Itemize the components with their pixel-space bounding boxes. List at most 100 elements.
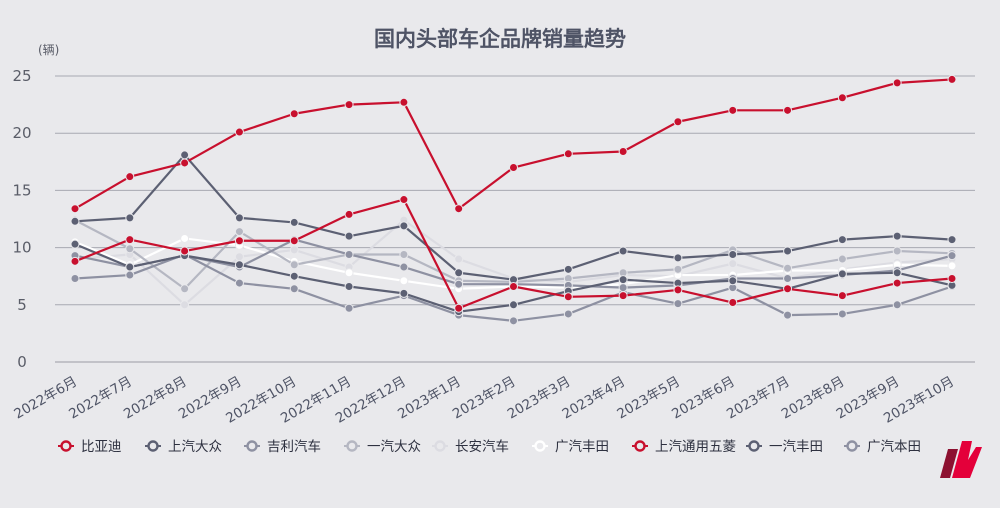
data-point	[70, 216, 80, 226]
data-point	[399, 97, 409, 107]
legend-label: 广汽丰田	[555, 439, 609, 455]
data-point	[180, 150, 190, 160]
data-point	[289, 236, 299, 246]
legend-marker	[60, 440, 72, 452]
data-point	[563, 149, 573, 159]
data-point	[783, 263, 793, 273]
data-point	[344, 249, 354, 259]
data-point	[289, 217, 299, 227]
data-point	[509, 300, 518, 310]
y-tick-label: 25	[12, 67, 31, 85]
data-point	[180, 158, 190, 168]
y-axis-ticks: 0 5 10 15 20 25	[12, 67, 31, 371]
data-point	[399, 288, 409, 298]
y-tick-label: 20	[12, 124, 31, 142]
legend-item: 广汽丰田	[532, 439, 609, 455]
data-point	[125, 172, 135, 182]
data-point	[673, 264, 683, 274]
data-point	[234, 260, 244, 270]
legend-item: 长安汽车	[432, 438, 509, 455]
data-point	[892, 231, 902, 241]
data-point	[673, 253, 683, 263]
data-point	[125, 213, 135, 223]
brand-logo	[940, 441, 982, 478]
data-point	[892, 246, 902, 256]
data-point	[728, 259, 738, 269]
series-1	[70, 150, 957, 285]
data-point	[509, 281, 518, 291]
data-point	[618, 147, 628, 157]
data-point	[783, 284, 793, 294]
data-point	[618, 291, 628, 301]
data-point	[289, 245, 299, 255]
legend-item: 一汽大众	[344, 439, 421, 455]
data-point	[454, 279, 464, 289]
data-point	[399, 262, 409, 272]
data-point	[125, 262, 135, 272]
data-point	[234, 127, 244, 137]
data-point	[837, 309, 847, 319]
data-point	[180, 246, 190, 256]
logo-left-stroke	[940, 449, 958, 478]
data-point	[728, 298, 738, 308]
data-point	[783, 105, 793, 115]
legend-item: 比亚迪	[58, 439, 122, 455]
data-point	[837, 291, 847, 301]
data-point	[344, 281, 354, 291]
data-point	[837, 269, 847, 279]
data-point	[234, 252, 244, 262]
data-point	[783, 246, 793, 256]
series-line	[74, 78, 953, 210]
series-0	[70, 74, 957, 214]
legend-label: 比亚迪	[81, 439, 122, 455]
data-point	[289, 284, 299, 294]
data-point	[618, 246, 628, 256]
chart-title: 国内头部车企品牌销量趋势	[374, 27, 626, 51]
legend-item: 上汽通用五菱	[632, 439, 736, 455]
data-point	[892, 78, 902, 88]
legend-item: 吉利汽车	[244, 438, 321, 455]
data-point	[563, 292, 573, 302]
data-point	[454, 204, 464, 214]
data-point	[728, 276, 738, 286]
data-point	[892, 278, 902, 288]
data-point	[454, 303, 464, 313]
y-tick-label: 10	[12, 239, 31, 257]
data-point	[344, 231, 354, 241]
data-point	[125, 244, 135, 254]
legend-label: 一汽丰田	[769, 439, 823, 455]
data-point	[125, 270, 135, 280]
data-point	[618, 275, 628, 285]
y-axis-unit: (辆)	[38, 43, 59, 57]
legend-marker	[634, 440, 646, 452]
data-point	[399, 195, 409, 205]
data-point	[618, 283, 628, 293]
data-point	[289, 109, 299, 119]
data-point	[563, 309, 573, 319]
data-point	[344, 303, 354, 313]
legend-label: 上汽通用五菱	[655, 439, 736, 455]
data-point	[947, 273, 957, 283]
data-point	[70, 239, 80, 249]
data-point	[289, 271, 299, 281]
legend-item: 一汽丰田	[746, 439, 823, 455]
data-point	[947, 74, 957, 84]
legend-marker	[534, 440, 546, 452]
data-point	[728, 105, 738, 115]
data-point	[399, 276, 409, 286]
data-point	[344, 209, 354, 219]
data-point	[70, 273, 80, 283]
data-point	[837, 235, 847, 245]
data-point	[125, 235, 135, 245]
data-point	[234, 278, 244, 288]
legend-marker	[846, 440, 858, 452]
data-point	[344, 100, 354, 110]
data-point	[234, 213, 244, 223]
legend-label: 一汽大众	[367, 439, 421, 455]
data-point	[673, 299, 683, 309]
data-point	[70, 256, 80, 266]
data-point	[728, 249, 738, 259]
y-tick-label: 0	[17, 353, 27, 371]
data-point	[563, 264, 573, 274]
data-point	[399, 221, 409, 231]
